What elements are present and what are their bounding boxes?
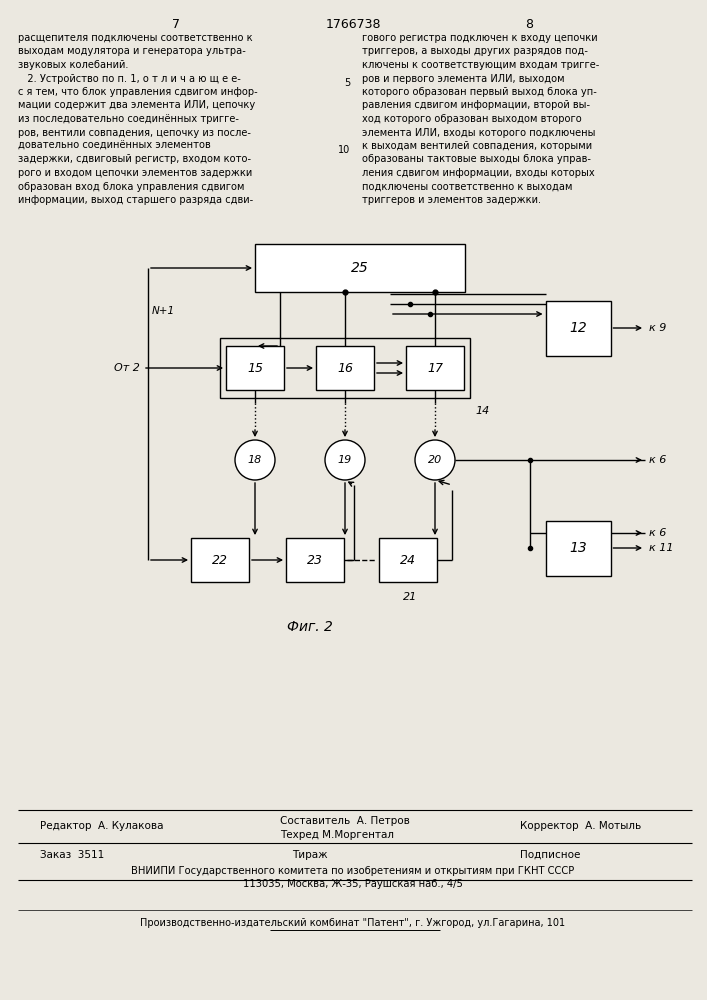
Text: Техред М.Моргентал: Техред М.Моргентал — [280, 830, 394, 840]
Text: 20: 20 — [428, 455, 442, 465]
Text: 8: 8 — [525, 18, 533, 31]
Text: к 6: к 6 — [649, 455, 667, 465]
Text: От 2: От 2 — [114, 363, 140, 373]
Bar — [191, 538, 249, 582]
Text: Заказ  3511: Заказ 3511 — [40, 850, 104, 860]
Text: расщепителя подключены соответственно к: расщепителя подключены соответственно к — [18, 33, 252, 43]
Text: 21: 21 — [403, 592, 417, 602]
Bar — [546, 300, 611, 356]
Text: 14: 14 — [475, 406, 489, 416]
Text: 23: 23 — [307, 554, 323, 566]
Text: Редактор  А. Кулакова: Редактор А. Кулакова — [40, 821, 163, 831]
Text: к 9: к 9 — [649, 323, 667, 333]
Text: 24: 24 — [400, 554, 416, 566]
Text: ключены к соответствующим входам тригге-: ключены к соответствующим входам тригге- — [362, 60, 600, 70]
Text: 10: 10 — [338, 145, 350, 155]
Bar — [286, 538, 344, 582]
Text: к выходам вентилей совпадения, которыми: к выходам вентилей совпадения, которыми — [362, 141, 592, 151]
Text: информации, выход старшего разряда сдви-: информации, выход старшего разряда сдви- — [18, 195, 253, 205]
Text: N+1: N+1 — [152, 306, 175, 316]
Text: триггеров, а выходы других разрядов под-: триггеров, а выходы других разрядов под- — [362, 46, 588, 56]
Text: Тираж: Тираж — [292, 850, 328, 860]
Text: 1766738: 1766738 — [325, 18, 381, 31]
Text: триггеров и элементов задержки.: триггеров и элементов задержки. — [362, 195, 541, 205]
Text: с я тем, что блок управления сдвигом инфор-: с я тем, что блок управления сдвигом инф… — [18, 87, 258, 97]
Text: 17: 17 — [427, 361, 443, 374]
Text: образованы тактовые выходы блока управ-: образованы тактовые выходы блока управ- — [362, 154, 591, 164]
Text: 22: 22 — [212, 554, 228, 566]
Text: элемента ИЛИ, входы которого подключены: элемента ИЛИ, входы которого подключены — [362, 127, 595, 137]
Circle shape — [415, 440, 455, 480]
Text: ров, вентили совпадения, цепочку из после-: ров, вентили совпадения, цепочку из посл… — [18, 127, 251, 137]
Text: Корректор  А. Мотыль: Корректор А. Мотыль — [520, 821, 641, 831]
Text: довательно соединённых элементов: довательно соединённых элементов — [18, 141, 211, 151]
Text: 12: 12 — [569, 321, 587, 335]
Text: ход которого образован выходом второго: ход которого образован выходом второго — [362, 114, 582, 124]
Text: Фиг. 2: Фиг. 2 — [287, 620, 333, 634]
Circle shape — [325, 440, 365, 480]
Text: 113035, Москва, Ж-35, Раушская наб., 4/5: 113035, Москва, Ж-35, Раушская наб., 4/5 — [243, 879, 463, 889]
Text: ВНИИПИ Государственного комитета по изобретениям и открытиям при ГКНТ СССР: ВНИИПИ Государственного комитета по изоб… — [132, 866, 575, 876]
Text: образован вход блока управления сдвигом: образован вход блока управления сдвигом — [18, 182, 245, 192]
Bar — [379, 538, 437, 582]
Text: ров и первого элемента ИЛИ, выходом: ров и первого элемента ИЛИ, выходом — [362, 74, 565, 84]
Bar — [406, 346, 464, 390]
Text: Составитель  А. Петров: Составитель А. Петров — [280, 816, 410, 826]
Text: 19: 19 — [338, 455, 352, 465]
Bar — [316, 346, 374, 390]
Bar — [255, 244, 465, 292]
Text: задержки, сдвиговый регистр, входом кото-: задержки, сдвиговый регистр, входом кото… — [18, 154, 251, 164]
Text: 13: 13 — [569, 541, 587, 555]
Text: рого и входом цепочки элементов задержки: рого и входом цепочки элементов задержки — [18, 168, 252, 178]
Text: гового регистра подключен к входу цепочки: гового регистра подключен к входу цепочк… — [362, 33, 597, 43]
Text: к 11: к 11 — [649, 543, 674, 553]
Text: Производственно-издательский комбинат "Патент", г. Ужгород, ул.Гагарина, 101: Производственно-издательский комбинат "П… — [141, 918, 566, 928]
Circle shape — [235, 440, 275, 480]
Text: выходам модулятора и генератора ультра-: выходам модулятора и генератора ультра- — [18, 46, 246, 56]
Text: к 6: к 6 — [649, 528, 667, 538]
Text: ления сдвигом информации, входы которых: ления сдвигом информации, входы которых — [362, 168, 595, 178]
Text: из последовательно соединённых тригге-: из последовательно соединённых тригге- — [18, 114, 239, 124]
Text: звуковых колебаний.: звуковых колебаний. — [18, 60, 129, 70]
Text: равления сдвигом информации, второй вы-: равления сдвигом информации, второй вы- — [362, 101, 590, 110]
Text: 15: 15 — [247, 361, 263, 374]
Text: 5: 5 — [344, 78, 350, 88]
Bar — [226, 346, 284, 390]
Text: 2. Устройство по п. 1, о т л и ч а ю щ е е-: 2. Устройство по п. 1, о т л и ч а ю щ е… — [18, 74, 241, 84]
Text: которого образован первый выход блока уп-: которого образован первый выход блока уп… — [362, 87, 597, 97]
Bar — [546, 520, 611, 576]
Bar — [220, 338, 470, 398]
Text: подключены соответственно к выходам: подключены соответственно к выходам — [362, 182, 573, 192]
Text: 16: 16 — [337, 361, 353, 374]
Text: мации содержит два элемента ИЛИ, цепочку: мации содержит два элемента ИЛИ, цепочку — [18, 101, 255, 110]
Text: 7: 7 — [172, 18, 180, 31]
Text: 18: 18 — [248, 455, 262, 465]
Text: Подписное: Подписное — [520, 850, 580, 860]
Text: 25: 25 — [351, 261, 369, 275]
